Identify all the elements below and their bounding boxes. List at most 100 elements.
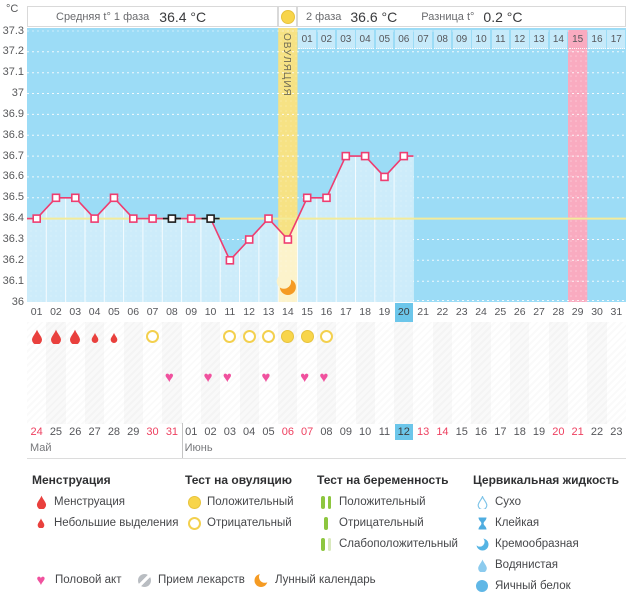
ovulation-test-negative-icon[interactable] [320,330,333,343]
intercourse-heart-icon[interactable]: ♥ [300,369,310,386]
calendar-date[interactable]: 05 [262,426,275,438]
intercourse-heart-icon[interactable]: ♥ [222,369,232,386]
dpo-cell[interactable]: 08 [433,30,452,49]
cycle-day-cell[interactable]: 17 [339,306,352,318]
dpo-cell[interactable]: 09 [452,30,471,49]
ovulation-test-negative-icon[interactable] [146,330,160,343]
cycle-day-cell[interactable]: 11 [224,306,236,318]
temp-point-day-1[interactable] [32,214,42,223]
dpo-cell[interactable]: 10 [472,30,490,49]
menstruation-drop-icon[interactable] [50,329,62,344]
temp-point-day-11[interactable] [225,255,235,265]
intercourse-heart-icon[interactable]: ♥ [203,369,213,386]
temp-point-day-3[interactable] [71,193,80,203]
calendar-date[interactable]: 01 [185,426,198,438]
cycle-day-cell[interactable]: 23 [455,306,468,318]
calendar-date[interactable]: 20 [552,426,565,438]
cycle-day-cell[interactable]: 28 [552,306,565,318]
temp-point-day-7[interactable] [148,214,157,223]
cycle-day-cell[interactable]: 20 [394,303,413,322]
dpo-cell[interactable]: 12 [510,30,529,49]
temp-point-day-5[interactable] [109,193,119,203]
dpo-cell[interactable]: 05 [375,30,394,49]
dpo-cell[interactable]: 06 [394,30,413,49]
temp-point-day-8[interactable] [167,214,177,223]
cycle-day-cell[interactable]: 21 [417,306,429,318]
menstruation-drop-icon[interactable] [91,332,99,343]
calendar-date[interactable]: 25 [49,426,63,438]
intercourse-heart-icon[interactable]: ♥ [261,369,271,386]
cycle-day-cell[interactable]: 25 [494,306,507,318]
temp-point-day-4[interactable] [90,214,99,223]
cycle-day-cell[interactable]: 13 [262,306,275,318]
ovulation-test-negative-icon[interactable] [242,330,256,343]
cycle-day-cell[interactable]: 30 [591,306,603,318]
calendar-date[interactable]: 16 [474,426,488,438]
calendar-date[interactable]: 26 [69,426,82,438]
temp-point-day-9[interactable] [186,214,196,223]
cycle-day-cell[interactable]: 05 [108,306,120,318]
menstruation-drop-icon[interactable] [110,332,118,343]
cycle-day-cell[interactable]: 15 [301,306,313,318]
dpo-cell[interactable]: 15 [568,30,587,49]
menstruation-drop-icon[interactable] [31,329,43,344]
cycle-day-cell[interactable]: 04 [88,306,101,318]
ovulation-test-positive-icon[interactable] [300,330,314,343]
calendar-date[interactable]: 30 [146,426,159,438]
cycle-day-cell[interactable]: 22 [436,306,449,318]
calendar-date[interactable]: 15 [455,426,468,438]
dpo-cell[interactable]: 11 [491,30,510,49]
temp-point-day-10[interactable] [206,214,215,223]
cycle-day-cell[interactable]: 27 [533,306,545,318]
temp-point-day-13[interactable] [264,214,273,223]
calendar-date[interactable]: 03 [223,426,236,438]
calendar-date[interactable]: 12 [394,424,413,440]
calendar-date[interactable]: 02 [204,426,217,438]
calendar-date[interactable]: 10 [359,426,372,438]
calendar-date[interactable]: 04 [243,426,256,438]
dpo-cell[interactable]: 14 [549,30,568,49]
calendar-date[interactable]: 23 [610,426,623,438]
cycle-day-cell[interactable]: 29 [571,306,584,318]
temp-point-day-19[interactable] [380,172,389,182]
calendar-date[interactable]: 11 [378,426,391,438]
dpo-cell[interactable]: 16 [588,30,606,49]
temp-point-day-14[interactable] [283,235,293,244]
cycle-day-cell[interactable]: 14 [281,306,294,318]
temp-point-day-2[interactable] [51,193,61,203]
cycle-day-cell[interactable]: 03 [69,306,82,318]
calendar-date[interactable]: 18 [513,426,526,438]
calendar-date[interactable]: 19 [532,426,546,438]
cycle-day-cell[interactable]: 01 [30,306,43,318]
cycle-day-cell[interactable]: 31 [610,306,623,318]
calendar-date[interactable]: 07 [301,426,314,438]
cycle-day-cell[interactable]: 18 [359,306,371,318]
calendar-date[interactable]: 09 [339,426,352,438]
cycle-day-cell[interactable]: 02 [50,306,62,318]
calendar-date[interactable]: 28 [107,426,121,438]
cycle-day-cell[interactable]: 08 [166,306,178,318]
calendar-date[interactable]: 13 [417,426,430,438]
temp-point-day-15[interactable] [302,193,312,203]
calendar-date[interactable]: 22 [590,426,604,438]
dpo-cell[interactable]: 17 [607,30,626,49]
calendar-date[interactable]: 21 [571,426,584,438]
dpo-cell[interactable]: 13 [530,30,548,49]
calendar-date[interactable]: 24 [30,426,43,438]
dpo-cell[interactable]: 04 [356,30,374,49]
intercourse-heart-icon[interactable]: ♥ [164,369,174,386]
dpo-cell[interactable]: 07 [414,30,432,49]
temp-point-day-18[interactable] [360,151,370,161]
temp-point-day-6[interactable] [129,214,138,223]
calendar-date[interactable]: 31 [165,426,179,438]
cycle-day-cell[interactable]: 19 [378,306,391,318]
cycle-day-cell[interactable]: 06 [127,306,140,318]
calendar-date[interactable]: 08 [320,426,333,438]
cycle-day-cell[interactable]: 12 [243,306,255,318]
calendar-date[interactable]: 17 [494,426,507,438]
temp-point-day-16[interactable] [322,193,331,203]
ovulation-test-positive-icon[interactable] [281,330,295,343]
calendar-date[interactable]: 27 [88,426,101,438]
calendar-date[interactable]: 06 [281,426,294,438]
calendar-date[interactable]: 14 [436,426,449,438]
